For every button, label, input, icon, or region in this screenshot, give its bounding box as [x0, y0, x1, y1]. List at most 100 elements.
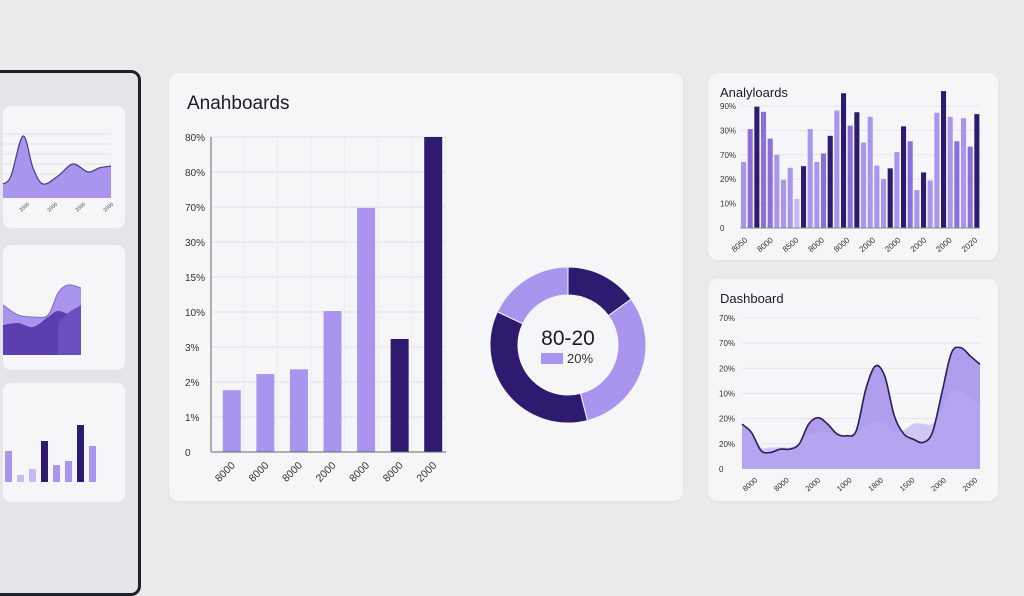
mini-card-stacked-area [2, 245, 125, 370]
donut-slice [496, 266, 569, 325]
y-tick-label: 3% [185, 343, 200, 354]
bar [861, 142, 867, 228]
y-tick-label: 70% [719, 314, 735, 323]
bar [424, 137, 443, 452]
legend-swatch [541, 353, 563, 364]
dashboard-title: Dashboard [720, 291, 784, 306]
bar [390, 338, 409, 452]
bar [927, 180, 933, 228]
y-tick-label: 20% [719, 364, 735, 373]
analytics-title: Analyloards [720, 85, 788, 100]
bar [741, 161, 747, 228]
dashboard-area-chart: 0 20% 20% 10% 20% 70% 70% 8000 8000 2000 1000 1800 1… [719, 314, 981, 494]
bar [907, 141, 913, 228]
area-line [2, 135, 112, 185]
y-tick-label: 10% [720, 200, 736, 209]
bar [821, 153, 827, 228]
analytics-bar-chart: 0 10% 20% 70% 30% 90% 8050 8000 8500 8000 8000 2000… [720, 91, 980, 254]
x-tick-label: 1500 [898, 476, 917, 494]
bar [974, 114, 980, 228]
bar [41, 441, 48, 482]
main-chart-card: Anahboards 0 1% 2% 3% 10% 15% 30% 70% 80% 80% 8000… [169, 73, 683, 501]
bar [747, 129, 753, 228]
x-tick-label: 8000 [741, 476, 760, 494]
x-tick-label: 2000 [18, 202, 31, 214]
mini-card-bars [3, 383, 125, 502]
bar [841, 93, 847, 228]
bar [17, 475, 24, 482]
bar [761, 111, 767, 228]
x-tick-label: 2000 [883, 235, 903, 254]
bar [794, 198, 800, 228]
x-tick-label: 2000 [74, 202, 87, 214]
x-tick-label: 8000 [772, 476, 791, 494]
x-tick-label: 2000 [46, 202, 59, 214]
x-tick-label: 1000 [835, 476, 854, 494]
x-tick-label: 2000 [102, 202, 115, 214]
bar [787, 167, 793, 228]
bar [901, 126, 907, 228]
bar [827, 135, 833, 228]
y-tick-label: 15% [185, 273, 205, 284]
bar [5, 451, 12, 482]
bar [834, 110, 840, 228]
x-tick-label: 2000 [934, 235, 954, 254]
bar [854, 112, 860, 228]
y-tick-label: 70% [719, 339, 735, 348]
bar [29, 469, 36, 482]
bar [814, 161, 820, 228]
y-tick-label: 30% [185, 238, 205, 249]
bar [847, 125, 853, 228]
x-tick-label: 2020 [960, 235, 980, 254]
area-line [741, 346, 981, 454]
y-tick-label: 80% [185, 168, 205, 179]
bar [256, 374, 275, 452]
y-tick-label: 20% [719, 440, 735, 449]
x-tick-label: 8000 [807, 235, 827, 254]
area-line [2, 284, 82, 318]
bar [914, 190, 920, 228]
y-tick-label: 10% [719, 390, 735, 399]
bar [921, 172, 927, 228]
bar [77, 425, 84, 482]
x-tick-label: 2000 [961, 476, 980, 494]
donut-center-label: 80-20 [541, 327, 595, 350]
bar [941, 91, 947, 228]
x-tick-label: 2000 [929, 476, 948, 494]
bar [967, 146, 973, 228]
y-tick-label: 0 [720, 224, 725, 233]
bar [954, 141, 960, 228]
device-frame: 2000 2000 2000 2000 [0, 70, 141, 596]
dashboard-card: Dashboard 0 20% 20% 10% 20% 70% 70% 8000 8000 200… [708, 279, 998, 501]
bar [781, 179, 787, 228]
bar [887, 168, 893, 228]
mini-area-chart: 2000 2000 2000 2000 [2, 133, 115, 214]
bar [947, 116, 953, 228]
x-tick-label: 2000 [804, 476, 823, 494]
x-tick-label: 8050 [730, 235, 750, 254]
x-tick-label: 2000 [909, 235, 929, 254]
donut-chart: 80-2020% [489, 266, 647, 424]
bar [65, 461, 72, 482]
bar [222, 390, 241, 452]
bar [53, 465, 60, 482]
legend-label: 20% [567, 351, 593, 366]
bar [934, 112, 940, 228]
main-chart-title: Anahboards [187, 93, 290, 114]
x-tick-label: 1800 [866, 476, 885, 494]
bar [894, 152, 900, 228]
bar [961, 118, 967, 228]
analytics-card: Analyloards 0 10% 20% 70% 30% 90% 8050 8000 8500… [708, 73, 998, 260]
y-tick-label: 0 [719, 465, 724, 474]
bar [357, 207, 376, 452]
y-tick-label: 20% [719, 415, 735, 424]
x-tick-label: 8000 [755, 235, 775, 254]
mini-card-area: 2000 2000 2000 2000 [2, 106, 125, 228]
bar [881, 179, 887, 228]
y-tick-label: 2% [185, 378, 200, 389]
bar [774, 154, 780, 228]
y-tick-label: 70% [185, 203, 205, 214]
bar [801, 166, 807, 228]
y-tick-label: 0 [185, 448, 191, 459]
bar [323, 311, 342, 452]
